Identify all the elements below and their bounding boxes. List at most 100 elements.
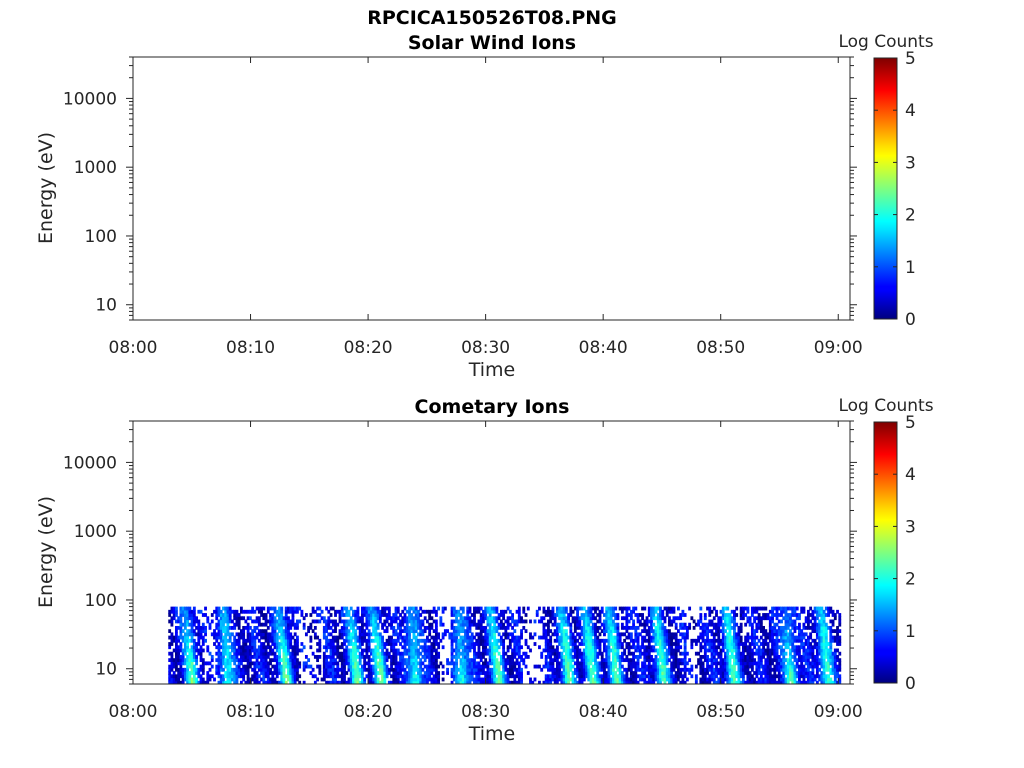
spectrogram-cell — [390, 645, 393, 650]
spectrogram-cell — [405, 635, 409, 640]
spectrogram-cell — [585, 661, 588, 666]
spectrogram-cell — [784, 606, 788, 611]
spectrogram-cell — [352, 609, 355, 614]
spectrogram-cell — [596, 625, 600, 630]
spectrogram-cell — [780, 635, 783, 640]
spectrogram-cell — [766, 648, 770, 653]
spectrogram-cell — [768, 661, 772, 666]
spectrogram-cell — [226, 661, 230, 666]
spectrogram-cell — [616, 648, 620, 653]
spectrogram-cell — [376, 632, 380, 637]
spectrogram-cell — [600, 674, 604, 679]
spectrogram-cell — [336, 642, 340, 646]
spectrogram-cell — [746, 632, 750, 637]
spectrogram-cell — [600, 664, 604, 669]
spectrogram-cell — [336, 648, 340, 653]
spectrogram-cell — [703, 674, 707, 679]
spectrogram-cell — [737, 642, 741, 646]
spectrogram-cell — [625, 645, 629, 650]
spectrogram-cell — [228, 671, 232, 675]
spectrogram-cell — [352, 677, 355, 682]
spectrogram-cell — [455, 629, 458, 634]
spectrogram-cell — [210, 613, 214, 617]
spectrogram-cell — [179, 629, 183, 634]
spectrogram-cell — [253, 638, 257, 643]
spectrogram-cell — [309, 625, 313, 630]
spectrogram-cell — [383, 680, 387, 684]
spectrogram-cell — [746, 638, 750, 643]
spectrogram-cell — [609, 664, 613, 669]
spectrogram-cell — [585, 671, 588, 675]
spectrogram-cell — [195, 661, 198, 666]
spectrogram-cell — [217, 632, 221, 637]
spectrogram-cell — [618, 645, 622, 650]
spectrogram-cell — [172, 635, 176, 640]
spectrogram-cell — [786, 674, 790, 679]
spectrogram-cell — [215, 671, 219, 675]
spectrogram-cell — [296, 648, 299, 653]
spectrogram-cell — [598, 613, 602, 617]
spectrogram-cell — [473, 658, 476, 663]
spectrogram-cell — [352, 671, 355, 675]
spectrogram-cell — [266, 645, 270, 650]
spectrogram-cell — [228, 661, 232, 666]
spectrogram-cell — [573, 677, 577, 682]
spectrogram-cell — [806, 648, 810, 653]
spectrogram-cell — [607, 680, 611, 684]
spectrogram-cell — [488, 632, 492, 637]
spectrogram-cell — [771, 625, 774, 630]
spectrogram-cell — [215, 616, 219, 621]
spectrogram-cell — [428, 658, 432, 663]
spectrogram-cell — [396, 680, 400, 684]
spectrogram-cell — [668, 642, 671, 646]
spectrogram-cell — [278, 613, 281, 617]
spectrogram-cell — [369, 667, 373, 672]
spectrogram-cell — [367, 613, 371, 617]
spectrogram-cell — [195, 680, 198, 684]
spectrogram-cell — [717, 619, 721, 624]
spectrogram-cell — [421, 677, 425, 682]
spectrogram-cell — [582, 667, 586, 672]
spectrogram-cell — [629, 613, 633, 617]
spectrogram-cell — [425, 645, 429, 650]
spectrogram-cell — [605, 661, 609, 666]
spectrogram-cell — [569, 661, 573, 666]
spectrogram-cell — [780, 667, 783, 672]
spectrogram-cell — [372, 613, 376, 617]
spectrogram-cell — [717, 651, 721, 656]
spectrogram-cell — [766, 635, 770, 640]
spectrogram-cell — [284, 632, 288, 637]
spectrogram-cell — [399, 635, 402, 640]
spectrogram-cell — [818, 667, 822, 672]
spectrogram-cell — [800, 667, 804, 672]
spectrogram-cell — [663, 645, 667, 650]
spectrogram-cell — [638, 622, 642, 627]
spectrogram-cell — [199, 664, 203, 669]
spectrogram-cell — [228, 677, 232, 682]
spectrogram-cell — [706, 664, 709, 669]
spectrogram-cell — [450, 661, 454, 666]
spectrogram-cell — [174, 642, 178, 646]
spectrogram-cell — [280, 638, 284, 643]
spectrogram-cell — [612, 606, 615, 611]
spectrogram-cell — [378, 654, 382, 659]
spectrogram-cell — [697, 658, 701, 663]
spectrogram-cell — [701, 680, 705, 684]
spectrogram-cell — [701, 625, 705, 630]
spectrogram-cell — [553, 619, 557, 624]
spectrogram-cell — [271, 651, 275, 656]
spectrogram-cell — [569, 638, 573, 643]
spectrogram-cell — [558, 606, 562, 611]
spectrogram-cell — [517, 616, 521, 621]
spectrogram-cell — [641, 661, 644, 666]
spectrogram-cell — [399, 642, 402, 646]
spectrogram-cell — [385, 648, 389, 653]
spectrogram-cell — [325, 674, 328, 679]
spectrogram-cell — [719, 638, 723, 643]
spectrogram-cell — [233, 613, 237, 617]
spectrogram-cell — [762, 645, 765, 650]
spectrogram-cell — [786, 642, 790, 646]
spectrogram-cell — [329, 654, 333, 659]
spectrogram-cell — [260, 664, 263, 669]
spectrogram-cell — [800, 638, 804, 643]
